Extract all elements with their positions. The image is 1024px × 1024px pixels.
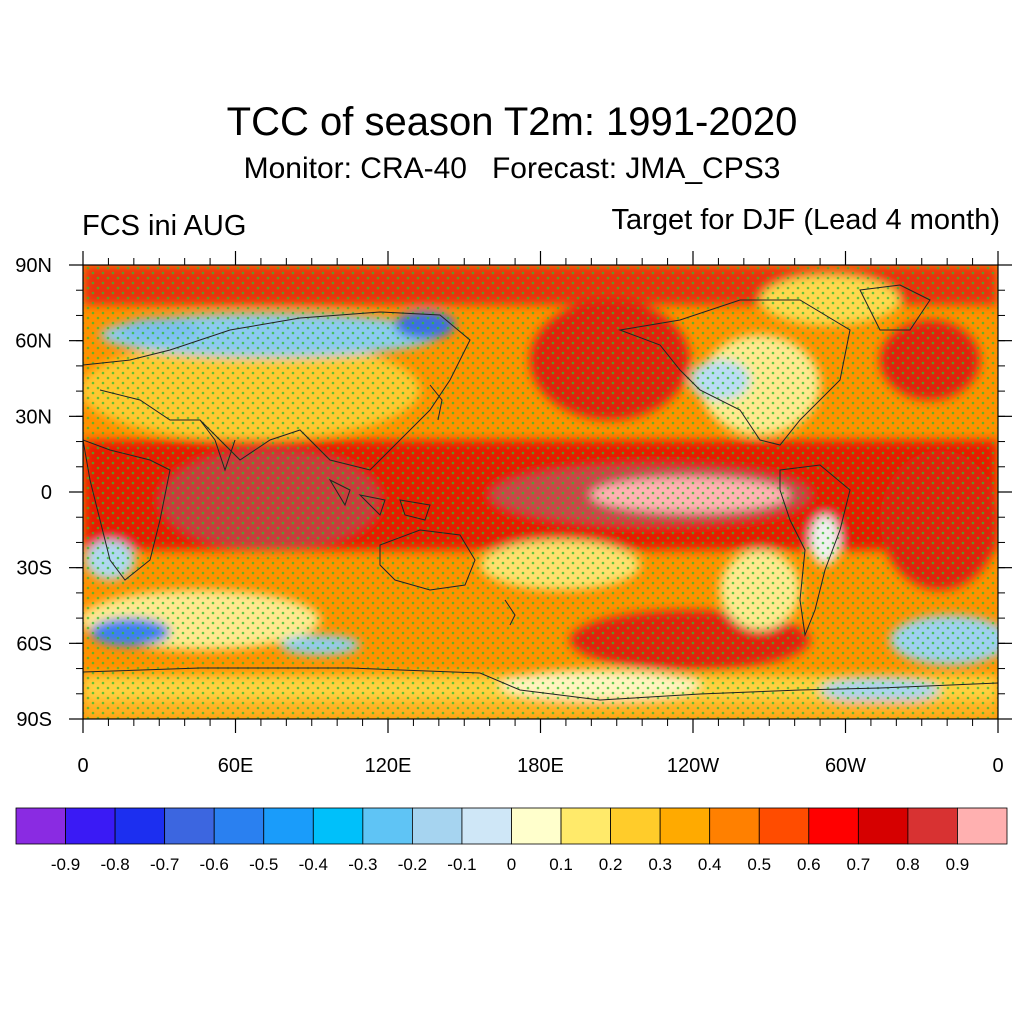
lat-tick-label: 30N [15,406,52,428]
colorbar-swatch [758,807,810,845]
colorbar-swatch [362,807,413,845]
colorbar-swatch [213,807,265,845]
lat-tick-label: 0 [41,482,52,504]
colorbar-label: -0.1 [447,855,476,874]
target-season-label: Target for DJF (Lead 4 month) [611,204,1000,236]
lon-tick-label: 60E [218,755,254,777]
colorbar-label: 0.2 [599,855,623,874]
lat-tick-label: 90N [15,255,52,277]
lon-tick-label: 120E [365,755,412,777]
lon-tick-label: 0 [992,755,1003,777]
colorbar-label: 0.4 [698,855,722,874]
colorbar-label: 0.8 [896,855,920,874]
chart-subtitle: Monitor: CRA-40 Forecast: JMA_CPS3 [243,152,781,185]
colorbar-swatch [511,807,562,845]
colorbar-label: -0.2 [398,855,427,874]
colorbar-swatch [709,807,760,845]
colorbar-swatch [164,807,215,845]
colorbar-swatch [610,807,661,845]
colorbar-swatch [659,807,711,845]
colorbar-swatch [114,807,166,845]
lat-tick-label: 90S [16,709,52,731]
lon-tick-label: 180E [517,755,564,777]
colorbar-label: 0 [507,855,516,874]
colorbar-swatch [312,807,364,845]
colorbar: -0.9 -0.8 -0.7 -0.6 -0.5 -0.4 -0.3 -0.2 -0.1 0 0.1… [15,807,1008,874]
colorbar-label: 0.5 [747,855,771,874]
colorbar-label: -0.9 [51,855,80,874]
colorbar-swatch [957,807,1008,845]
colorbar-label: 0.3 [648,855,672,874]
colorbar-label: -0.4 [299,855,328,874]
chart-title: TCC of season T2m: 1991-2020 [226,100,798,144]
lon-tick-label: 0 [77,755,88,777]
colorbar-label: -0.5 [249,855,278,874]
colorbar-swatch [263,807,314,845]
lon-tick-label: 60W [825,755,866,777]
lon-tick-label: 120W [667,755,719,777]
map-axes: 90N 60N 30N 0 30S 60S 90S 0 60E 120E 180E 120W 60W 0 [15,251,1012,777]
colorbar-label: -0.7 [150,855,179,874]
colorbar-swatch [411,807,463,845]
significance-stippling [83,265,998,719]
lat-tick-label: 30S [16,558,52,580]
colorbar-swatch [461,807,512,845]
colorbar-swatch [808,807,859,845]
colorbar-swatch [15,807,66,845]
colorbar-swatch [65,807,116,845]
colorbar-label: -0.6 [200,855,229,874]
colorbar-label: -0.8 [100,855,129,874]
colorbar-swatch [907,807,958,845]
colorbar-label: 0.9 [946,855,970,874]
colorbar-swatch [857,807,909,845]
map-panel [83,265,998,719]
colorbar-label: 0.6 [797,855,821,874]
lat-tick-label: 60N [15,331,52,353]
colorbar-swatch [560,807,611,845]
colorbar-label: 0.7 [847,855,871,874]
colorbar-label: -0.3 [348,855,377,874]
lat-tick-label: 60S [16,633,52,655]
colorbar-label: 0.1 [549,855,573,874]
initial-month-label: FCS ini AUG [82,210,247,242]
coastlines [83,284,998,701]
